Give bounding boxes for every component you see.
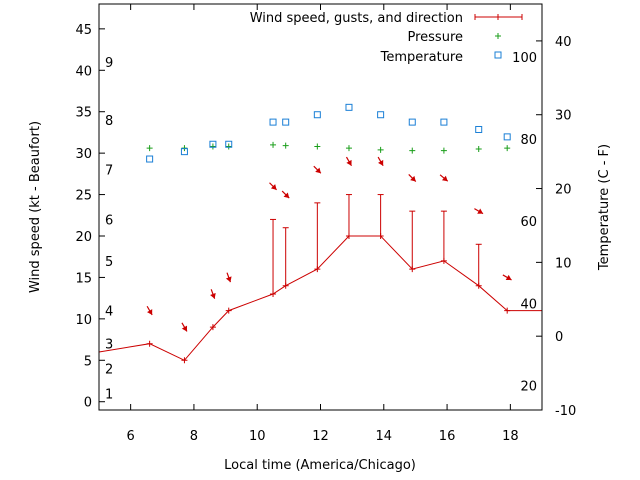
temperature-point xyxy=(225,140,233,148)
legend-swatch-temperature xyxy=(494,51,502,59)
pressure-point xyxy=(146,145,153,152)
x-tick-label: 6 xyxy=(127,429,135,444)
y-tick-label: 40 xyxy=(75,64,92,79)
y-tick-label: 15 xyxy=(75,271,92,286)
pressure-point xyxy=(504,145,511,152)
wind-point xyxy=(181,357,188,364)
legend-swatch-wind-point xyxy=(495,14,501,20)
wind-direction-arrowhead xyxy=(410,175,416,182)
x-tick-label: 16 xyxy=(439,429,456,444)
legend-label-wind: Wind speed, gusts, and direction xyxy=(250,11,463,26)
pressure-point xyxy=(282,142,289,149)
beaufort-label: 4 xyxy=(105,305,113,320)
wind-direction-arrowhead xyxy=(270,184,277,190)
y-tick-label: 5 xyxy=(84,354,92,369)
pressure-point xyxy=(440,147,447,154)
plot-frame xyxy=(98,3,543,411)
temperature-point xyxy=(269,118,277,126)
temperature-point xyxy=(440,118,448,126)
pressure-point xyxy=(209,143,216,150)
temperature-point xyxy=(475,125,483,133)
wind-point xyxy=(504,307,511,314)
y-tick-label: 30 xyxy=(75,147,92,162)
wind-speed-line xyxy=(98,235,542,361)
wind-point xyxy=(146,340,153,347)
y-tick-label: 45 xyxy=(75,23,92,38)
beaufort-label: 9 xyxy=(105,56,113,71)
temperature-point xyxy=(282,118,290,126)
x-tick-label: 10 xyxy=(249,429,266,444)
x-tick-label: 14 xyxy=(376,429,393,444)
beaufort-label: 1 xyxy=(105,387,113,402)
pressure-point xyxy=(377,146,384,153)
beaufort-label: 7 xyxy=(105,164,113,179)
wind-point xyxy=(209,324,216,331)
y-tick-label: 0 xyxy=(84,396,92,411)
pressure-point xyxy=(225,143,232,150)
temperature-point xyxy=(146,155,154,163)
legend: Wind speed, gusts, and direction Pressure… xyxy=(250,11,523,65)
beaufort-label: 6 xyxy=(105,213,113,228)
pressure-point xyxy=(409,147,416,154)
plot-marks xyxy=(98,103,542,364)
wind-direction-arrowhead xyxy=(210,292,216,299)
y-tick-label: 10 xyxy=(75,313,92,328)
y2-tick-label: 0 xyxy=(555,330,563,345)
beaufort-label: 2 xyxy=(105,363,113,378)
wind-direction-arrowhead xyxy=(378,159,384,166)
wind-direction-arrowhead xyxy=(477,208,484,214)
wind-direction-arrowhead xyxy=(315,167,321,174)
fahrenheit-label: 20 xyxy=(520,380,537,395)
y-axis-label: Wind speed (kt - Beaufort) xyxy=(28,121,43,293)
fahrenheit-label: 80 xyxy=(520,133,537,148)
y-tick-label: 35 xyxy=(75,106,92,121)
wind-direction-arrowhead xyxy=(181,325,188,332)
beaufort-label: 8 xyxy=(105,114,113,129)
temperature-point xyxy=(345,103,353,111)
legend-label-temperature: Temperature xyxy=(380,50,463,65)
legend-label-pressure: Pressure xyxy=(407,30,463,45)
y-tick-label: 25 xyxy=(75,189,92,204)
legend-swatch-pressure xyxy=(495,33,501,39)
wind-direction-arrowhead xyxy=(441,175,448,182)
temperature-point xyxy=(408,118,416,126)
x-tick-label: 12 xyxy=(312,429,329,444)
y2-tick-label: 10 xyxy=(555,256,572,271)
beaufort-label: 5 xyxy=(105,255,113,270)
pressure-point xyxy=(314,143,321,150)
pressure-point xyxy=(270,141,277,148)
y2-axis-label: Temperature (C - F) xyxy=(597,144,612,271)
wind-direction-arrowhead xyxy=(283,192,290,199)
temperature-point xyxy=(503,133,511,141)
x-tick-label: 18 xyxy=(502,429,519,444)
y2-tick-label: 40 xyxy=(555,35,572,50)
temperature-point xyxy=(377,111,385,119)
fahrenheit-label: 60 xyxy=(520,215,537,230)
pressure-point xyxy=(345,145,352,152)
wind-direction-arrowhead xyxy=(147,309,153,315)
y2-tick-label: -10 xyxy=(555,404,576,419)
x-tick-label: 8 xyxy=(190,429,198,444)
fahrenheit-label: 100 xyxy=(512,51,537,66)
wind-direction-arrowhead xyxy=(505,274,512,281)
temperature-point xyxy=(209,140,217,148)
wind-direction-arrowhead xyxy=(346,159,352,166)
pressure-point xyxy=(475,146,482,152)
wind-point xyxy=(225,307,232,314)
temperature-point xyxy=(313,111,321,119)
y2-tick-label: 20 xyxy=(555,183,572,198)
wind-direction-arrowhead xyxy=(225,276,232,283)
y2-tick-label: 30 xyxy=(555,109,572,124)
x-axis-label: Local time (America/Chicago) xyxy=(224,458,416,473)
y-tick-label: 20 xyxy=(75,230,92,245)
temperature-point xyxy=(180,148,188,156)
axes: 6 8 10 12 14 16 18051015202530354045-100102030… xyxy=(75,4,576,444)
fahrenheit-label: 40 xyxy=(520,298,537,313)
beaufort-label: 3 xyxy=(105,338,113,353)
